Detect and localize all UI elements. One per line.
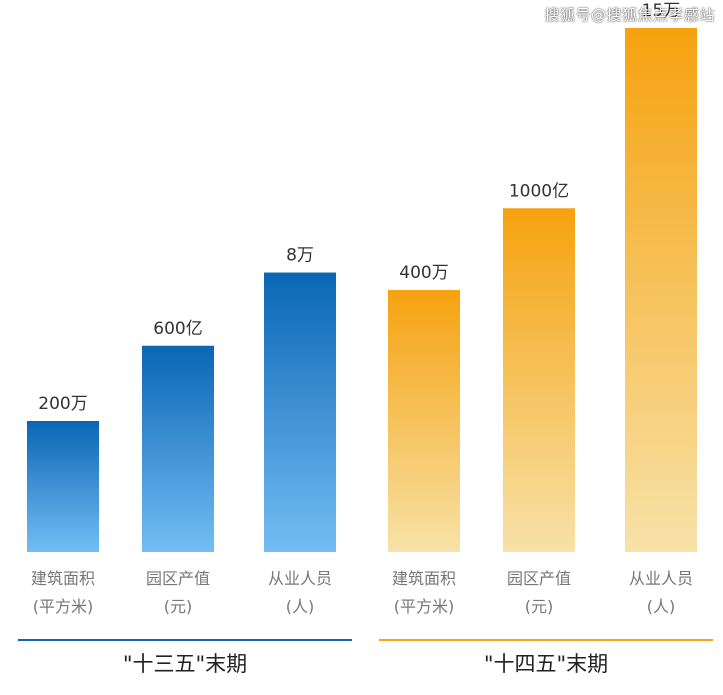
- category-unit-label: (元): [164, 597, 193, 616]
- watermark-text: 搜狐号@搜狐焦点孝感站: [544, 6, 715, 24]
- groups-layer: "十三五"末期 "十四五"末期: [18, 639, 713, 676]
- bar-2-2: [503, 208, 575, 553]
- bar-value-label: 8万: [286, 246, 314, 266]
- bar-value-label: 400万: [399, 263, 448, 283]
- bar-2-1: [388, 290, 460, 552]
- category-label: 建筑面积: [392, 569, 456, 588]
- bar-value-label: 1000亿: [509, 181, 569, 201]
- category-label: 建筑面积: [31, 569, 95, 588]
- bar-value-label: 15万: [642, 1, 681, 21]
- category-label: 园区产值: [507, 569, 571, 588]
- category-label: 从业人员: [629, 569, 693, 588]
- bar-2-3: [625, 28, 697, 552]
- bars-layer: [27, 28, 697, 553]
- bar-1-3: [264, 272, 336, 552]
- bar-value-label: 200万: [38, 394, 87, 414]
- category-unit-label: (元): [525, 597, 554, 616]
- bar-value-label: 600亿: [153, 319, 202, 339]
- category-unit-label: (人): [286, 597, 315, 616]
- bar-1-1: [27, 421, 99, 552]
- bar-1-2: [142, 345, 214, 552]
- category-unit-label: (人): [647, 597, 676, 616]
- group-label: "十三五"末期: [123, 652, 247, 676]
- category-label: 园区产值: [146, 569, 210, 588]
- category-label: 从业人员: [268, 569, 332, 588]
- category-unit-label: (平方米): [33, 597, 94, 616]
- group-label: "十四五"末期: [484, 652, 608, 676]
- category-unit-label: (平方米): [394, 597, 455, 616]
